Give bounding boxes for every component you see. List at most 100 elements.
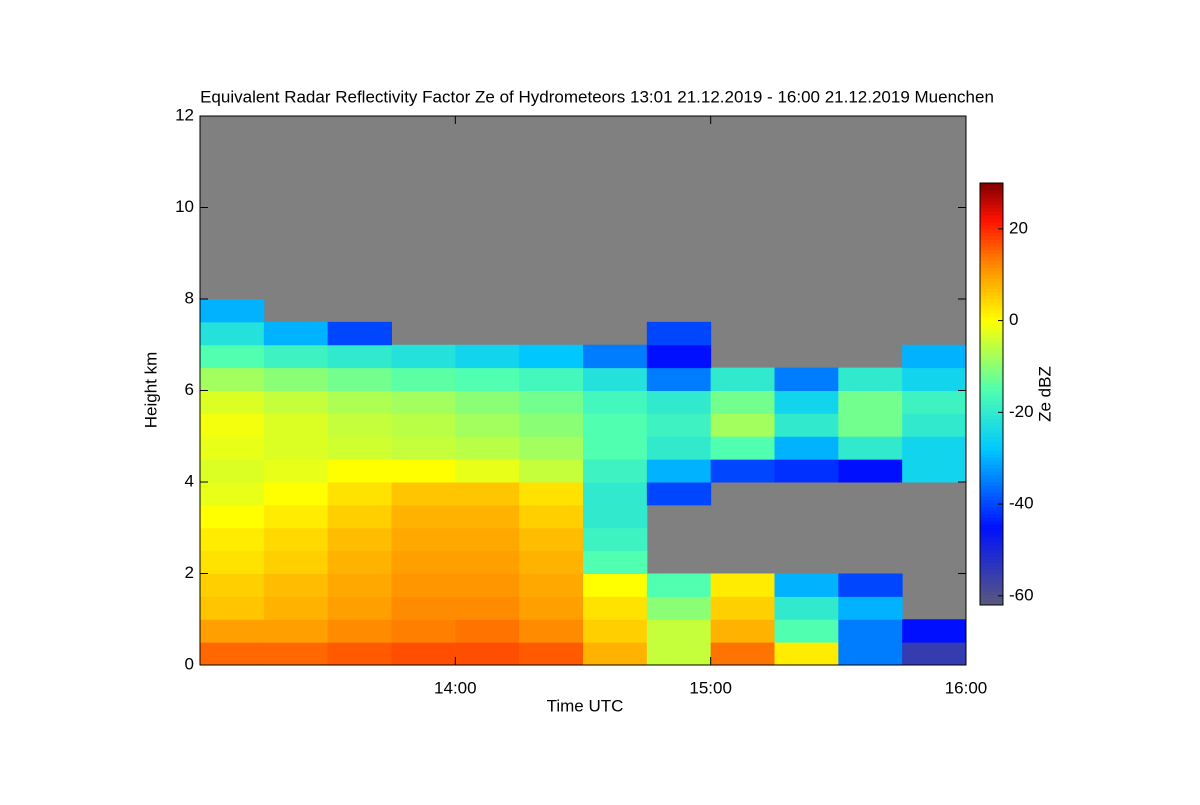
heat-cell (200, 527, 265, 552)
colorbar-slice (980, 337, 1003, 342)
colorbar-slice (980, 446, 1003, 451)
heat-cell (583, 619, 648, 643)
colorbar-slice (980, 411, 1003, 416)
colorbar-slice (980, 281, 1003, 286)
colorbar-slice (980, 506, 1003, 511)
heat-cell (200, 367, 265, 391)
heat-cell (263, 642, 329, 666)
heat-cell (455, 436, 520, 460)
heat-cell (838, 436, 903, 460)
heat-cell (391, 527, 456, 552)
colorbar-slice (980, 253, 1003, 258)
colorbar-slice (980, 214, 1003, 219)
heat-cell (710, 367, 775, 391)
heat-cell (710, 642, 775, 666)
heat-cell (200, 642, 265, 666)
colorbar-slice (980, 232, 1003, 237)
colorbar-slice (980, 295, 1003, 300)
heat-cell (710, 436, 775, 460)
colorbar-slice (980, 274, 1003, 279)
colorbar-slice (980, 330, 1003, 335)
colorbar-slice (980, 355, 1003, 360)
colorbar-slice (980, 597, 1003, 602)
heat-cell (646, 573, 712, 597)
heat-cell (263, 573, 329, 597)
colorbar-slice (980, 270, 1003, 275)
colorbar-slice (980, 397, 1003, 402)
heat-cell (455, 596, 520, 620)
colorbar-slice (980, 256, 1003, 261)
colorbar-slice (980, 218, 1003, 223)
heat-cell (902, 344, 967, 369)
colorbar-slice (980, 583, 1003, 588)
heat-cell (583, 459, 648, 483)
colorbar-slice (980, 555, 1003, 560)
heat-cell (646, 642, 712, 666)
heat-cell (519, 642, 584, 666)
colorbar-slice (980, 200, 1003, 205)
heat-cell (200, 504, 265, 529)
colorbar-slice (980, 541, 1003, 546)
heat-cell (200, 413, 265, 437)
colorbar-slice (980, 362, 1003, 367)
colorbar-slice (980, 299, 1003, 304)
heat-cell (455, 390, 520, 414)
colorbar-slice (980, 569, 1003, 574)
heat-cell (710, 619, 775, 643)
heat-cell (391, 344, 456, 369)
colorbar-slice (980, 503, 1003, 508)
colorbar-slice (980, 383, 1003, 388)
heat-cell (838, 390, 903, 414)
heat-cell (519, 413, 584, 437)
colorbar-slice (980, 358, 1003, 363)
colorbar-frame (979, 182, 1004, 606)
heat-cell (391, 550, 456, 574)
colorbar-slice (980, 204, 1003, 209)
colorbar-slice (980, 474, 1003, 479)
colorbar-slice (980, 548, 1003, 553)
heat-cell (583, 596, 648, 620)
heat-cell (200, 344, 265, 369)
colorbar-slice (980, 369, 1003, 374)
heat-cell (838, 642, 903, 666)
colorbar-slice (980, 538, 1003, 543)
colorbar-slice (980, 249, 1003, 254)
heat-cell (646, 436, 712, 460)
colorbar-slice (980, 401, 1003, 406)
heat-cell (519, 390, 584, 414)
heat-cell (455, 527, 520, 552)
colorbar-slice (980, 488, 1003, 493)
heat-cell (455, 459, 520, 483)
heat-cell (263, 596, 329, 620)
heat-cell (646, 413, 712, 437)
colorbar-slice (980, 186, 1003, 191)
heat-cell (646, 367, 712, 391)
colorbar-slice (980, 545, 1003, 550)
colorbar-label: Ze dBZ (1035, 366, 1054, 422)
colorbar-slice (980, 246, 1003, 251)
heat-cell (646, 321, 712, 346)
heat-cell (327, 482, 392, 506)
heat-cell (200, 390, 265, 414)
heat-cell (391, 504, 456, 529)
colorbar-slice (980, 443, 1003, 448)
colorbar-slice (980, 513, 1003, 518)
colorbar-slice (980, 351, 1003, 356)
heat-cell (583, 573, 648, 597)
colorbar-slice (980, 495, 1003, 500)
colorbar-slice (980, 520, 1003, 525)
heat-cell (710, 596, 775, 620)
colorbar-slice (980, 478, 1003, 483)
colorbar-slice (980, 372, 1003, 377)
colorbar-slice (980, 207, 1003, 212)
heat-cell (200, 550, 265, 574)
colorbar-slice (980, 432, 1003, 437)
heat-cell (327, 573, 392, 597)
heat-cell (263, 527, 329, 552)
heat-cell (391, 642, 456, 666)
colorbar-slice (980, 453, 1003, 458)
heat-cell (327, 550, 392, 574)
heat-cell (263, 321, 329, 346)
colorbar-slice (980, 344, 1003, 349)
heat-cell (327, 344, 392, 369)
